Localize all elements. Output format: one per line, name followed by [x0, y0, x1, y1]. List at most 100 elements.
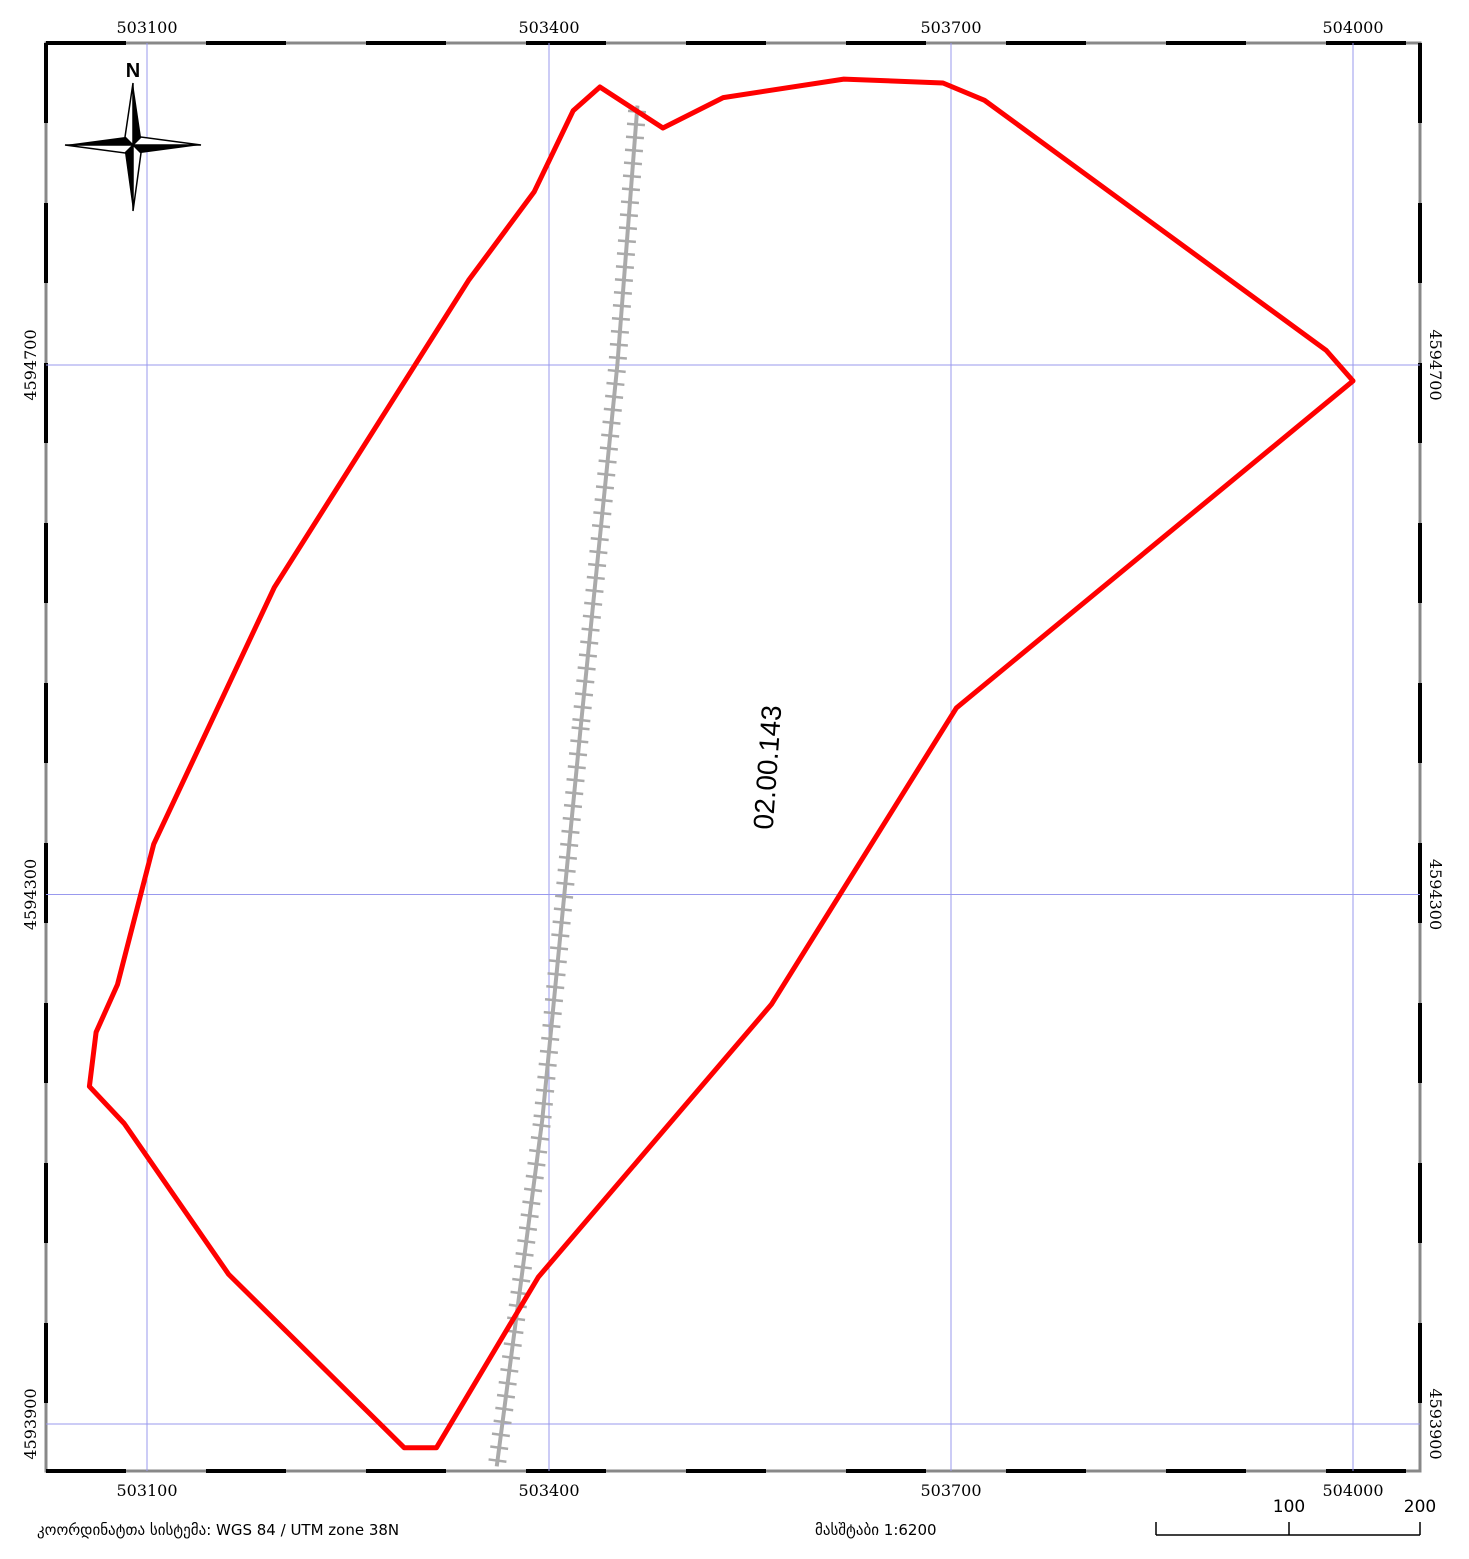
x-tick-label-bottom: 503700	[920, 1481, 981, 1500]
road-tick	[573, 705, 592, 710]
road-tick	[609, 342, 628, 347]
road-tick	[547, 972, 566, 977]
road-tick	[546, 985, 565, 990]
road-tick	[543, 1010, 562, 1016]
road-tick	[576, 679, 595, 684]
road-tick	[567, 765, 586, 770]
road-tick	[574, 692, 594, 697]
road-tick	[552, 920, 571, 925]
road-tick	[611, 316, 630, 321]
road-tick	[537, 1075, 556, 1080]
road-tick	[544, 997, 564, 1003]
road-tick	[571, 726, 590, 731]
road-tick	[594, 498, 613, 503]
road-tick	[572, 718, 591, 723]
road-tick	[601, 433, 620, 438]
road-tick	[529, 1148, 548, 1154]
road-tick	[578, 653, 598, 658]
road-tick	[542, 1023, 561, 1029]
road-tick	[500, 1367, 519, 1373]
road-tick	[568, 752, 588, 757]
road-tick	[548, 959, 567, 964]
road-tick	[563, 803, 583, 809]
road-tick	[585, 588, 604, 593]
road-tick	[565, 790, 584, 796]
road-tick	[551, 933, 570, 938]
road-tick	[605, 394, 624, 399]
road-tick	[501, 1355, 521, 1360]
road-tick	[606, 381, 625, 387]
road-tick	[589, 549, 608, 555]
road-tick	[599, 446, 618, 451]
road-tick	[584, 601, 603, 606]
grid-lines	[46, 43, 1420, 1471]
road-tick	[620, 200, 640, 205]
road-tick	[508, 1303, 527, 1309]
road-tick	[553, 907, 572, 912]
road-tick	[588, 562, 607, 568]
road-tick	[536, 1088, 555, 1093]
road-tick	[525, 1174, 544, 1180]
road-tick	[607, 368, 626, 374]
road-tick	[617, 239, 637, 244]
road-tick	[580, 640, 599, 645]
road-tick	[522, 1200, 541, 1206]
road-tick	[612, 304, 631, 308]
road-tick	[512, 1277, 531, 1283]
coordinate-system-label: კოორდინატთა სისტემა: WGS 84 / UTM zone 3…	[37, 1521, 400, 1539]
road-tick	[515, 1251, 534, 1257]
road-tick	[586, 575, 605, 581]
road-tick	[614, 278, 633, 282]
road-tick	[577, 666, 596, 671]
road-tick	[495, 1406, 514, 1412]
x-tick-label-bottom: 503100	[116, 1481, 177, 1500]
road-tick	[491, 1432, 510, 1438]
scale-bar-label-200: 200	[1404, 1497, 1436, 1517]
road-tick	[488, 1458, 507, 1464]
x-tick-label-top: 503100	[116, 18, 177, 37]
map-scale-label: მასშტაბი 1:6200	[815, 1521, 937, 1539]
road-tick	[558, 855, 577, 860]
road-tick	[566, 778, 585, 783]
road-tick	[593, 511, 612, 516]
north-arrow-icon: N	[64, 60, 202, 212]
road-tick	[624, 148, 644, 153]
road-tick	[517, 1239, 536, 1244]
y-tick-label-left: 4593900	[21, 1388, 40, 1459]
road-tick	[513, 1264, 532, 1270]
road-tick	[538, 1062, 557, 1067]
road-tick	[582, 614, 601, 619]
x-tick-label-bottom: 503400	[518, 1481, 579, 1500]
boundary-layer	[86, 76, 1356, 1451]
road-tick	[597, 472, 616, 477]
road-tick	[503, 1342, 522, 1348]
road-tick	[621, 187, 641, 192]
road-tick	[518, 1226, 538, 1232]
road-tick	[539, 1049, 559, 1054]
y-tick-label-left: 4594700	[21, 329, 40, 400]
y-tick-label-right: 4593900	[1426, 1388, 1445, 1459]
road-tick	[590, 536, 609, 542]
road-tick	[532, 1123, 551, 1128]
map-neatline	[44, 41, 1422, 1473]
road-tick	[498, 1380, 517, 1386]
road-layer	[488, 105, 647, 1467]
y-tick-label-left: 4594300	[21, 859, 40, 930]
road-tick	[490, 1445, 509, 1451]
north-label: N	[126, 60, 140, 82]
road-tick	[560, 842, 579, 847]
road-tick	[556, 881, 575, 886]
road-line	[494, 105, 640, 1467]
road-tick	[562, 816, 581, 822]
road-tick	[496, 1393, 516, 1399]
x-tick-label-top: 503400	[518, 18, 579, 37]
x-tick-label-bottom: 504000	[1322, 1481, 1383, 1500]
road-tick	[527, 1161, 546, 1167]
road-tick	[608, 355, 627, 360]
road-tick	[619, 213, 639, 218]
road-tick	[622, 174, 642, 179]
road-tick	[533, 1114, 552, 1119]
road-tick	[555, 894, 574, 899]
road-tick	[623, 161, 643, 166]
